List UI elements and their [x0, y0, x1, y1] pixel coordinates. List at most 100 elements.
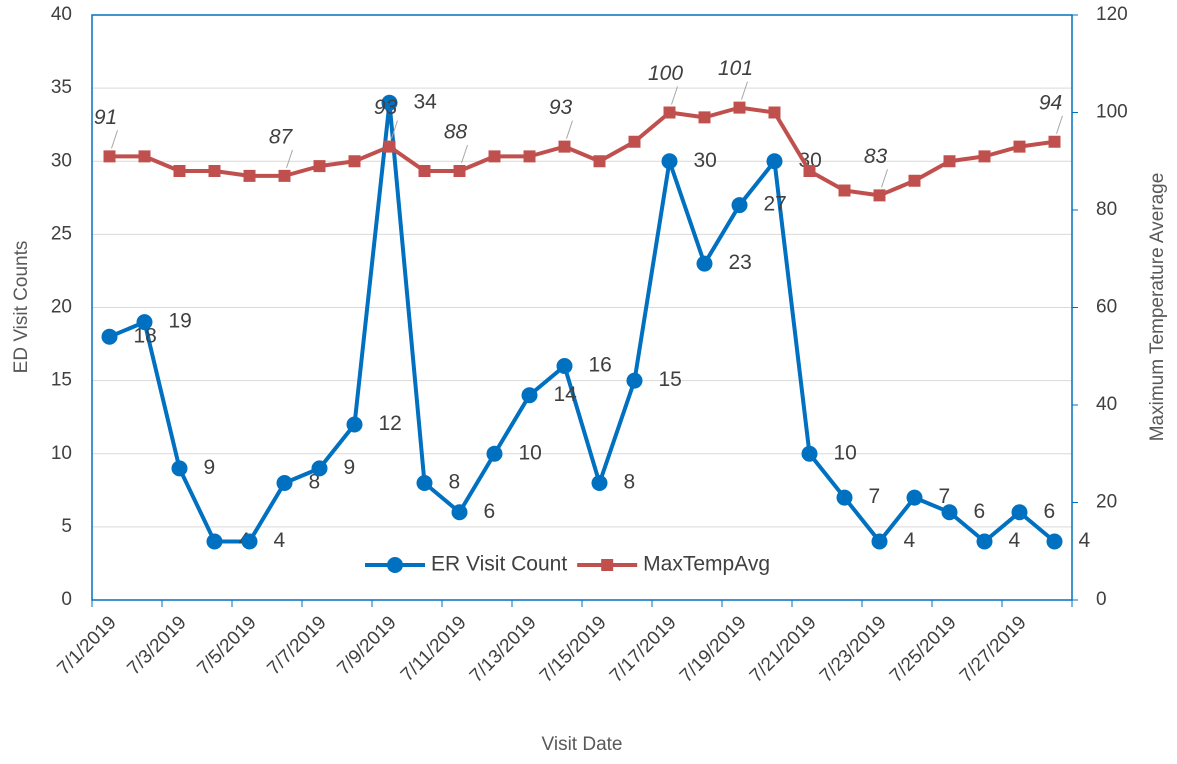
y-tick-label: 25: [51, 223, 72, 244]
marker: [556, 358, 573, 374]
marker: [661, 153, 678, 170]
data-label: 6: [1044, 500, 1056, 523]
marker: [591, 475, 608, 491]
marker: [838, 184, 851, 197]
marker: [733, 101, 746, 114]
marker: [173, 165, 186, 177]
x-axis-title: Visit Date: [542, 734, 623, 755]
data-label: 18: [134, 324, 157, 347]
data-label: 9: [344, 456, 356, 479]
marker: [908, 174, 921, 187]
y-tick-label: 15: [51, 370, 72, 391]
data-label: 87: [269, 125, 294, 148]
y2-tick-label: 120: [1096, 4, 1128, 25]
data-label: 27: [764, 193, 787, 216]
label-leader: [391, 120, 398, 139]
label-leader: [286, 149, 293, 169]
data-label: 10: [834, 441, 857, 464]
marker: [696, 255, 713, 272]
marker: [976, 533, 993, 550]
y2-tick-label: 100: [1096, 102, 1128, 123]
marker: [418, 165, 431, 177]
marker: [101, 328, 118, 345]
data-label: 93: [549, 96, 573, 119]
marker: [243, 169, 256, 182]
marker: [731, 197, 748, 214]
marker: [488, 150, 501, 163]
data-label: 83: [864, 145, 888, 168]
data-label: 9: [204, 456, 216, 479]
marker: [136, 314, 153, 331]
marker: [381, 94, 398, 111]
marker: [871, 533, 888, 550]
data-label: 12: [379, 412, 402, 435]
marker: [453, 165, 466, 177]
marker: [523, 150, 536, 163]
marker: [311, 460, 328, 477]
y-tick-label: 40: [51, 4, 72, 25]
marker: [836, 489, 853, 506]
data-label: 93: [374, 96, 398, 119]
y2-tick-label: 60: [1096, 297, 1117, 318]
data-label: 100: [648, 62, 683, 85]
label-leader: [461, 144, 468, 164]
y-tick-label: 5: [61, 516, 72, 537]
legend-marker: [601, 559, 614, 571]
label-leader: [671, 86, 678, 105]
x-tick-label: 7/21/2019: [746, 612, 821, 687]
y-tick-label: 20: [51, 297, 72, 318]
data-label: 16: [589, 354, 612, 377]
marker: [626, 372, 643, 389]
marker: [698, 111, 711, 124]
data-label: 101: [718, 57, 753, 80]
marker: [1046, 533, 1063, 550]
data-label: 8: [309, 471, 321, 494]
y2-tick-label: 20: [1096, 492, 1117, 513]
marker: [278, 169, 291, 182]
x-tick-label: 7/11/2019: [397, 612, 471, 686]
data-label: 6: [974, 500, 986, 523]
x-tick-label: 7/1/2019: [53, 612, 120, 679]
data-label: 7: [939, 485, 951, 508]
marker: [208, 165, 221, 177]
marker: [521, 387, 538, 404]
data-label: 6: [484, 500, 496, 523]
marker: [346, 416, 363, 433]
x-tick-label: 7/25/2019: [886, 612, 961, 687]
marker: [416, 475, 433, 491]
marker: [803, 165, 816, 177]
marker: [1048, 135, 1061, 148]
marker: [138, 150, 151, 163]
data-label: 14: [554, 383, 578, 406]
data-label: 4: [1079, 529, 1091, 552]
x-tick-label: 7/9/2019: [333, 612, 400, 679]
y-axis-title: ED Visit Counts: [11, 241, 32, 374]
x-tick-label: 7/13/2019: [466, 612, 541, 687]
marker: [943, 155, 956, 168]
data-label: 8: [449, 471, 461, 494]
marker: [1013, 140, 1026, 153]
y2-tick-label: 40: [1096, 394, 1117, 415]
x-tick-label: 7/3/2019: [123, 612, 190, 679]
marker: [206, 533, 223, 550]
x-tick-label: 7/5/2019: [193, 612, 260, 679]
x-tick-label: 7/15/2019: [536, 612, 611, 687]
data-label: 7: [869, 485, 881, 508]
legend-label: MaxTempAvg: [643, 553, 770, 576]
marker: [941, 504, 958, 521]
data-label: 4: [904, 529, 916, 552]
marker: [103, 150, 116, 163]
data-label: 4: [274, 529, 286, 552]
marker: [383, 140, 396, 153]
legend-marker: [387, 557, 403, 573]
marker: [171, 460, 188, 477]
marker: [873, 189, 886, 202]
data-label: 10: [519, 441, 542, 464]
series-line: [109, 105, 1055, 198]
data-label: 88: [444, 121, 468, 144]
y-tick-label: 30: [51, 150, 72, 171]
marker: [801, 445, 818, 462]
marker: [593, 155, 606, 168]
marker: [486, 445, 503, 462]
